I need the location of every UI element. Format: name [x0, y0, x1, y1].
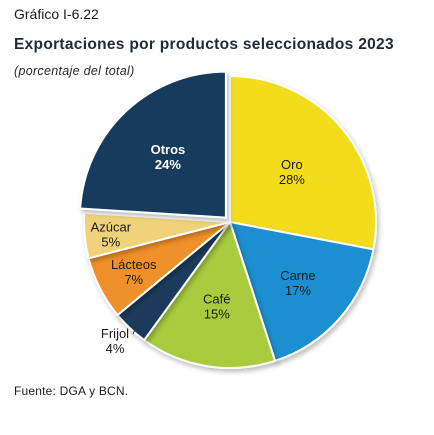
slice-value-azucar: 5% — [101, 234, 120, 249]
slice-value-cafe: 15% — [204, 307, 230, 322]
slice-value-oro: 28% — [279, 172, 305, 187]
leader-line-frijol — [132, 317, 141, 335]
slice-label-frijol: Frijol — [101, 326, 129, 341]
pie-slice-azucar — [83, 211, 231, 260]
chart-subtitle: (porcentaje del total) — [14, 64, 135, 78]
slice-label-oro: Oro — [281, 157, 303, 172]
slice-value-frijol: 4% — [106, 341, 125, 356]
slice-label-otros: Otros — [151, 142, 186, 157]
slice-value-lacteos: 7% — [124, 272, 143, 287]
pie-slice-oro — [229, 74, 377, 251]
slice-label-cafe: Café — [203, 292, 230, 307]
pie-slice-otros — [79, 70, 227, 219]
figure-label: Gráfico I-6.22 — [14, 6, 99, 22]
slice-value-carne: 17% — [285, 283, 311, 298]
slice-value-otros: 24% — [155, 157, 181, 172]
pie-slice-cafe — [142, 219, 277, 369]
chart-title: Exportaciones por productos seleccionado… — [14, 36, 394, 53]
slice-label-carne: Carne — [280, 268, 315, 283]
pie-slice-carne — [228, 220, 375, 363]
chart-source: Fuente: DGA y BCN. — [14, 384, 129, 398]
slice-label-azucar: Azúcar — [91, 219, 132, 234]
slice-label-lacteos: Lácteos — [111, 257, 157, 272]
